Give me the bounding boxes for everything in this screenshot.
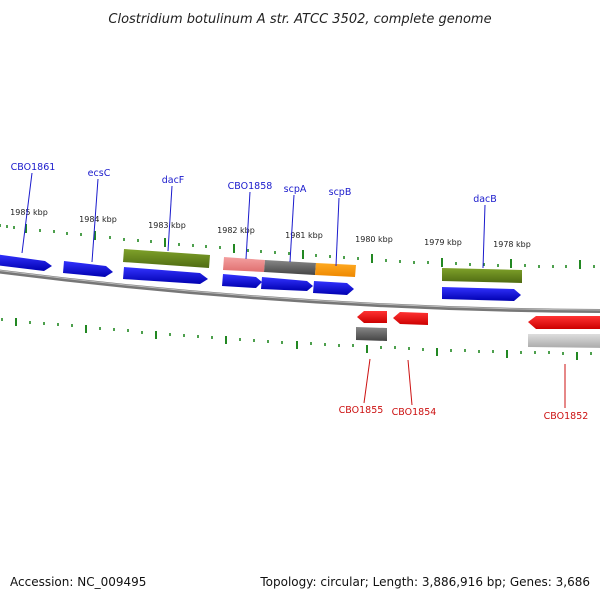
gene-labels: CBO1861 ecsC dacF CBO1858 scpA scpB dacB… (11, 162, 589, 422)
outer-tick-ring (0, 224, 595, 269)
tick-label: 1984 kbp (79, 215, 117, 224)
tick-labels: 1985 kbp 1984 kbp 1983 kbp 1982 kbp 1981… (10, 208, 531, 249)
inner-tick-ring (1, 318, 592, 360)
gene-label-cbo1861[interactable]: CBO1861 (11, 162, 56, 173)
tick-label: 1981 kbp (285, 231, 323, 240)
tick-label: 1978 kbp (493, 240, 531, 249)
gene-label-cbo1858[interactable]: CBO1858 (228, 181, 273, 192)
gene-label-cbo1852[interactable]: CBO1852 (544, 411, 589, 422)
gene-arrow-ecsc[interactable] (63, 261, 113, 277)
reverse-genes (356, 311, 600, 348)
gene-arrow-scpa[interactable] (261, 277, 313, 291)
gene-label-dacb[interactable]: dacB (473, 194, 497, 205)
gene-arrow-dacb[interactable] (442, 287, 521, 301)
genome-backbone-highlight (0, 270, 600, 311)
cbo1858-feature-bar (223, 257, 265, 272)
tick-label: 1982 kbp (217, 226, 255, 235)
gene-arrow-cbo1858[interactable] (222, 274, 262, 288)
tick-label: 1985 kbp (10, 208, 48, 217)
tick-label: 1979 kbp (424, 238, 462, 247)
gene-label-scpb[interactable]: scpB (329, 187, 352, 198)
scpb-feature-bar (315, 263, 356, 277)
cbo1855-feature-bar (356, 327, 387, 341)
map-title: Clostridium botulinum A str. ATCC 3502, … (108, 12, 491, 27)
gene-label-cbo1854[interactable]: CBO1854 (392, 407, 437, 418)
scpa-feature-bar (264, 260, 316, 275)
gene-label-scpa[interactable]: scpA (284, 184, 307, 195)
tick-label: 1983 kbp (148, 221, 186, 230)
tick-label: 1980 kbp (355, 235, 393, 244)
gene-label-cbo1855[interactable]: CBO1855 (339, 405, 384, 416)
gene-arrow-dacf[interactable] (123, 267, 208, 284)
gene-label-dacf[interactable]: dacF (162, 175, 185, 186)
gene-arrow-cbo1852[interactable] (528, 316, 600, 329)
genome-backbone (0, 269, 600, 313)
cbo1852-feature-bar (528, 334, 600, 348)
dacf-feature-bar (123, 249, 210, 268)
accession-text: Accession: NC_009495 (10, 575, 146, 589)
dacb-feature-bar (442, 268, 522, 283)
gene-arrow-cbo1854[interactable] (393, 312, 428, 325)
gene-arrow-scpb[interactable] (313, 281, 354, 295)
gene-label-ecsc[interactable]: ecsC (88, 168, 111, 179)
forward-genes (0, 249, 522, 301)
gene-leader-lines (21, 172, 566, 408)
genome-summary-text: Topology: circular; Length: 3,886,916 bp… (259, 575, 590, 589)
gene-arrow-cbo1861[interactable] (0, 254, 52, 271)
gene-arrow-cbo1855[interactable] (357, 311, 387, 323)
